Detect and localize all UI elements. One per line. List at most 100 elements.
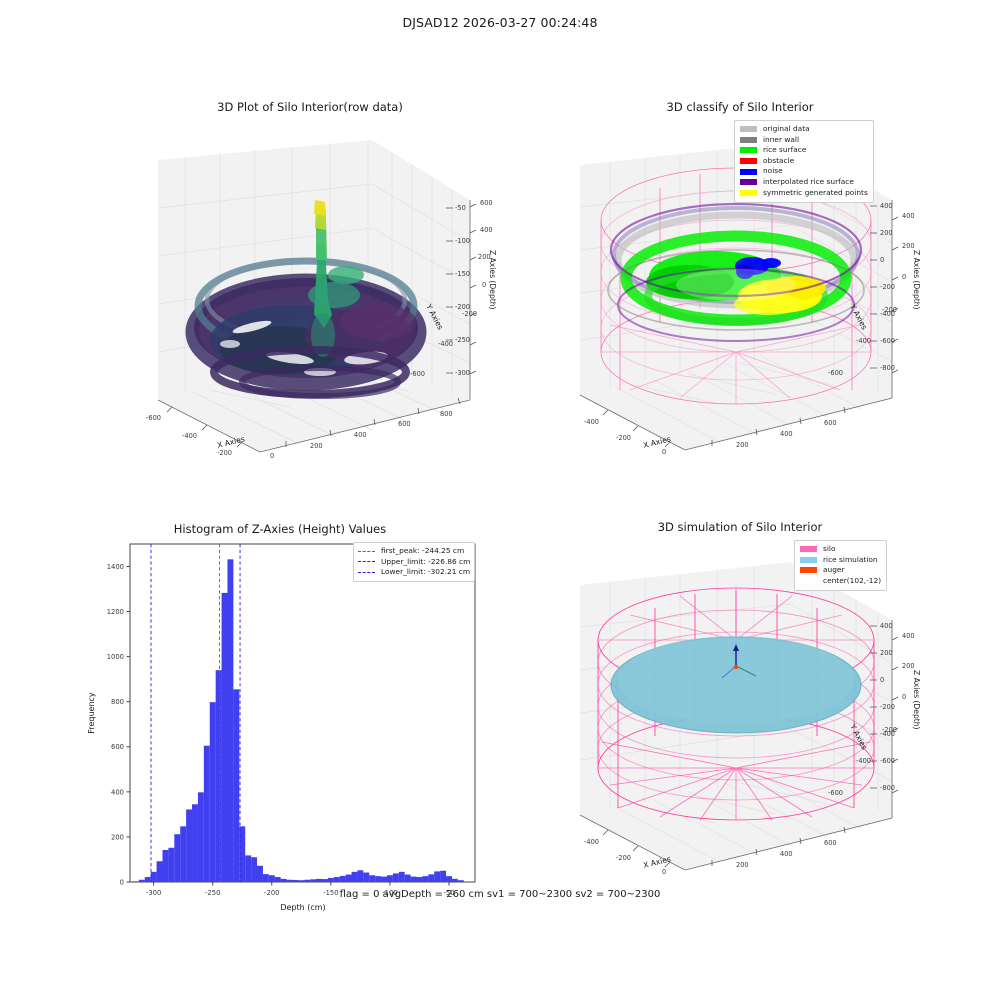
panel4-plot[interactable]: -400 -200 0 200 400 600 X Axies 400 200 … [540, 520, 940, 900]
histogram-bar [404, 874, 411, 882]
histogram-bar [446, 876, 452, 882]
histogram-bar [316, 878, 322, 882]
panel2-xtick-3: 200 [736, 441, 749, 449]
histogram-bar [321, 879, 328, 882]
panel4-ztick-3: -200 [880, 703, 895, 711]
histogram-bar [192, 804, 198, 882]
histogram-bar [392, 873, 399, 882]
histogram-bar [144, 877, 151, 882]
legend-label-inner-wall: inner wall [763, 134, 800, 144]
histogram-ytick-label: 200 [111, 833, 124, 841]
swatch-silo [800, 546, 817, 553]
panel3-plot[interactable]: -300 -250 -200 -150 -100 -50 0 200 400 600 800 100… [60, 520, 500, 920]
legend-label-symmetric-generated-points: symmetric generated points [763, 187, 868, 197]
legend-label-interpolated-rice-surface: interpolated rice surface [763, 176, 854, 186]
panel4-xtick-1: -200 [616, 854, 631, 862]
histogram-bar [156, 861, 163, 882]
panel4-ytick-3: -200 [882, 726, 897, 734]
panel1-title: 3D Plot of Silo Interior(row data) [217, 100, 403, 114]
legend-label-noise: noise [763, 166, 783, 176]
panel2-xtick-4: 400 [780, 430, 793, 438]
panel1-xtick-4: 200 [310, 442, 323, 450]
histogram-bar [251, 857, 258, 882]
histogram-bars [132, 559, 464, 882]
swatch-inner-wall [740, 136, 757, 143]
panel1-xtick-5: 400 [354, 431, 367, 439]
swatch-obstacle [740, 158, 757, 165]
histogram-ytick-label: 800 [111, 698, 124, 706]
histogram-bar [386, 875, 393, 882]
histogram-xtick-label: -200 [264, 889, 279, 897]
legend-item-obstacle: obstacle [740, 156, 868, 167]
panel4-auger-marker [721, 644, 757, 679]
panel1-ztick-4: -250 [455, 336, 470, 344]
panel2-xtick-2: 0 [662, 448, 666, 456]
histogram-bar [209, 702, 216, 882]
histogram-bar [233, 689, 240, 882]
panel1-ztick-1: -100 [455, 237, 470, 245]
histogram-bar [168, 847, 175, 882]
panel2-points [607, 202, 865, 342]
panel4-xtick-4: 400 [780, 850, 793, 858]
panel2-ztick-3: -200 [880, 283, 895, 291]
legend-item-lower-limit: Lower_limit: -302.21 cm [358, 567, 470, 578]
panel3-ylabel: Frequency [87, 692, 96, 734]
legend-item-interpolated-rice-surface: interpolated rice surface [740, 177, 868, 188]
swatch-center-placeholder [800, 578, 817, 584]
histogram-bar [363, 872, 370, 882]
histogram-xtick-label: -50 [443, 889, 454, 897]
panel2-plot[interactable]: -400 -200 0 200 400 600 X Axies 400 200 … [540, 100, 940, 480]
panel2-ztick-4: -400 [880, 310, 895, 318]
panel4-zlabel: Z Axies (Depth) [912, 670, 921, 730]
panel2-ytick-4: -400 [856, 337, 871, 345]
histogram-bar [138, 879, 145, 882]
histogram-vlines [150, 544, 241, 882]
panel1-xtick-1: -400 [182, 432, 197, 440]
panel2-xlabel: X Axies [642, 434, 671, 450]
swatch-noise [740, 168, 757, 175]
swatch-symmetric-generated-points [740, 189, 757, 196]
panel1-ytick-5: -400 [438, 340, 453, 348]
panel1-xtick-7: 800 [440, 410, 453, 418]
swatch-auger [800, 567, 817, 574]
histogram-bar [410, 876, 417, 882]
panel1-ytick-6: -600 [410, 370, 425, 378]
panel2-zaxis: 400 200 0 -200 -400 -600 -800 Z Axies (D… [870, 202, 921, 372]
legend-label-upper-limit: Upper_limit: -226.86 cm [381, 556, 471, 566]
histogram-bar [268, 875, 275, 882]
legend-label-rice-surface: rice surface [763, 145, 807, 155]
panel2-ytick-5: -600 [828, 369, 843, 377]
panel1-ztick-2: -150 [455, 270, 470, 278]
histogram-bar [180, 826, 187, 882]
panel4-legend: silo rice simulation auger center(102,-1… [794, 540, 888, 592]
panel-3d-simulation: 3D simulation of Silo Interior [540, 520, 940, 900]
legend-item-noise: noise [740, 166, 868, 177]
legend-label-lower-limit: Lower_limit: -302.21 cm [381, 567, 471, 577]
legend-item-symmetric-generated-points: symmetric generated points [740, 188, 868, 199]
panel2-ztick-6: -800 [880, 364, 895, 372]
legend-label-center: center(102,-12) [823, 575, 882, 585]
legend-label-rice-simulation: rice simulation [823, 554, 878, 564]
histogram-bar [428, 874, 435, 882]
panel4-scene [597, 587, 875, 821]
panel2-scene [600, 167, 872, 405]
panel4-ztick-1: 200 [880, 649, 893, 657]
legend-item-rice-simulation: rice simulation [800, 555, 881, 566]
panel1-ytick-2: 200 [478, 253, 491, 261]
histogram-bar [339, 875, 346, 882]
histogram-bar [221, 592, 228, 882]
histogram-bar [422, 876, 429, 882]
histogram-bar [262, 874, 269, 882]
panel4-xtick-0: -400 [584, 838, 599, 846]
panel2-grid [579, 147, 893, 443]
panel2-ytick-3: -200 [882, 306, 897, 314]
panel1-xtick-0: -600 [146, 414, 161, 422]
panel1-plot[interactable]: -600 -400 -200 0 200 400 600 800 X Axies… [110, 100, 510, 480]
histogram-bar [327, 877, 334, 882]
panel1-ytick-0: 600 [480, 199, 493, 207]
panel1-zaxis: -50 -100 -150 -200 -250 -300 Z Axies (De… [446, 204, 497, 377]
histogram-xtick-label: -250 [205, 889, 220, 897]
status-line: flag = 0 avgDepth = 260 cm sv1 = 700~230… [339, 889, 661, 900]
histogram-bar [375, 876, 382, 882]
